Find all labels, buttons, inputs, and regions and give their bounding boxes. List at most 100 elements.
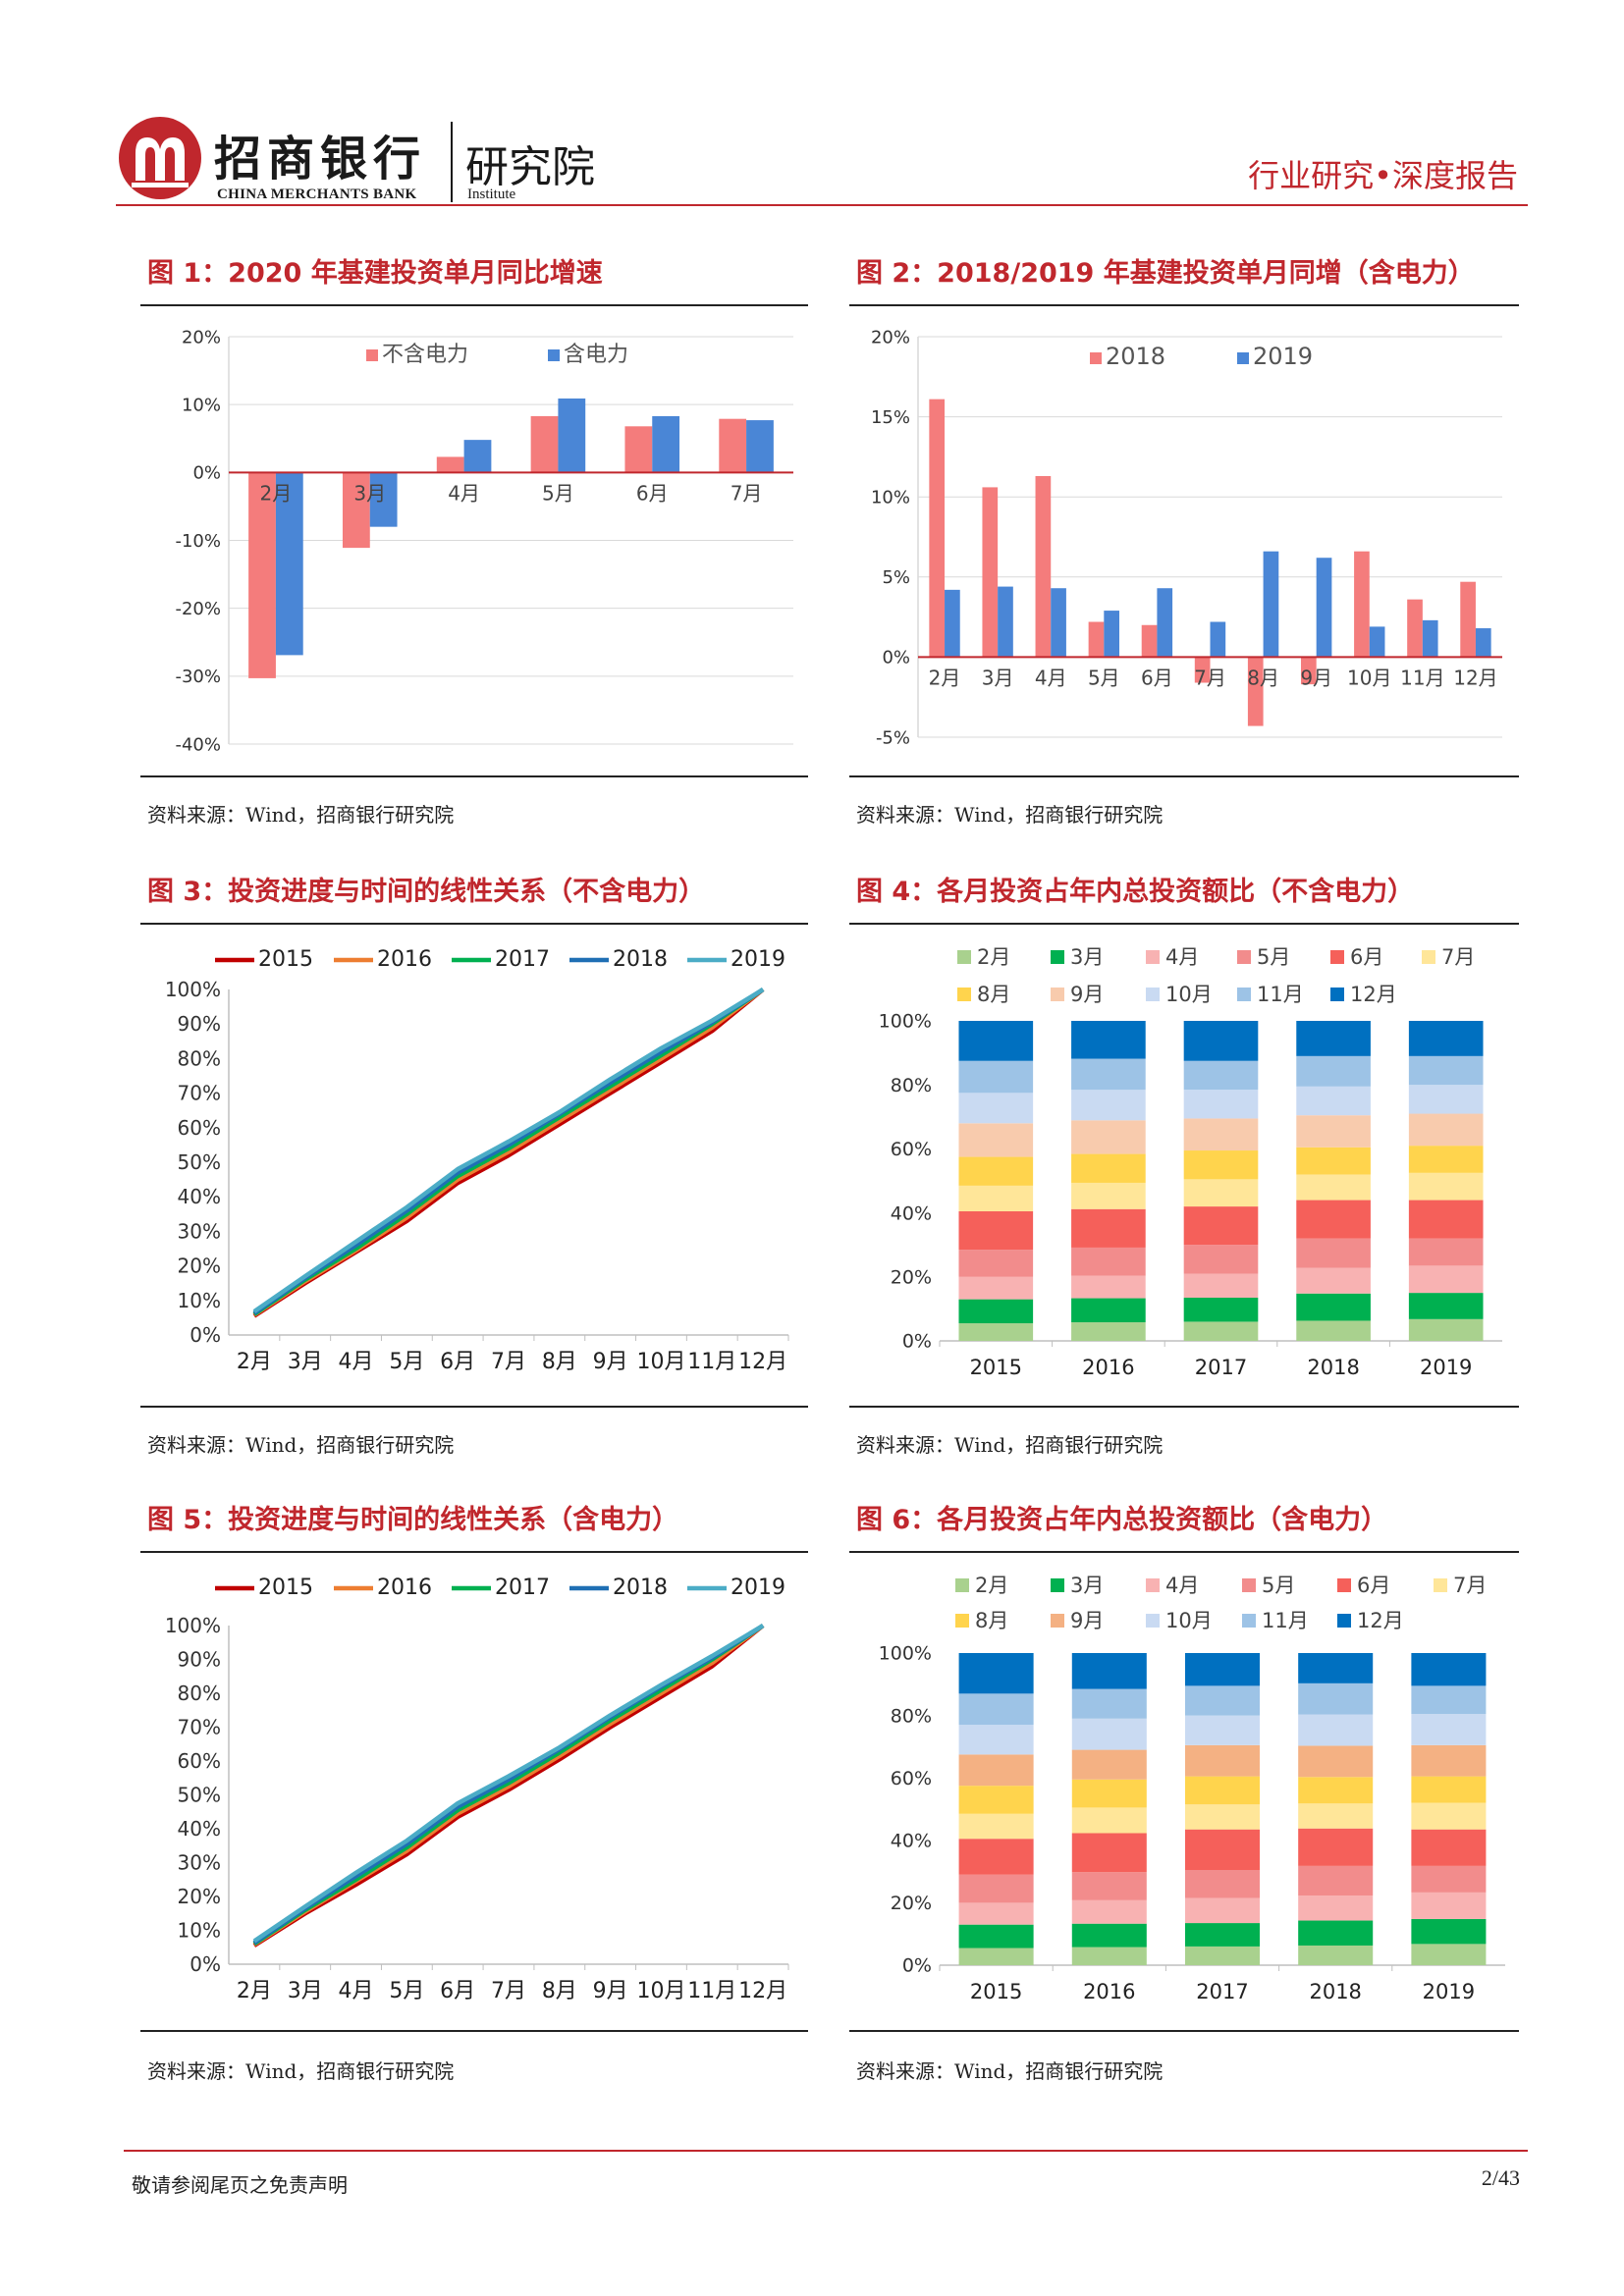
stack-segment-12月-2016 bbox=[1071, 1653, 1147, 1689]
y-tick-label: 80% bbox=[178, 1682, 221, 1705]
bar-含电力-7月 bbox=[746, 420, 774, 473]
stack-segment-5月-2017 bbox=[1184, 1870, 1261, 1898]
stack-segment-4月-2015 bbox=[958, 1902, 1034, 1925]
stack-segment-3月-2019 bbox=[1408, 1293, 1484, 1319]
figure-6-source: 资料来源：Wind，招商银行研究院 bbox=[856, 2059, 1164, 2083]
stack-segment-3月-2015 bbox=[958, 1299, 1034, 1324]
y-tick-label: 10% bbox=[871, 488, 910, 508]
legend-label: 6月 bbox=[1350, 945, 1383, 969]
stack-segment-12月-2018 bbox=[1296, 1021, 1371, 1056]
figure-2-bottom-rule bbox=[849, 775, 1519, 777]
footer-rule bbox=[124, 2150, 1528, 2152]
bar-2018-12月 bbox=[1460, 581, 1476, 658]
x-tick-label: 3月 bbox=[353, 481, 386, 505]
legend-swatch-4月 bbox=[1146, 1578, 1160, 1592]
legend-label: 5月 bbox=[1257, 945, 1290, 969]
figure-1-title: 图 1：2020 年基建投资单月同比增速 bbox=[147, 258, 603, 289]
stack-segment-5月-2018 bbox=[1296, 1238, 1371, 1268]
y-tick-label: 40% bbox=[178, 1817, 221, 1841]
legend-swatch-3月 bbox=[1051, 950, 1064, 964]
stack-segment-2月-2017 bbox=[1184, 1946, 1261, 1965]
institute-name: 研究院 bbox=[465, 142, 595, 192]
stack-segment-7月-2017 bbox=[1184, 1804, 1261, 1830]
stack-segment-5月-2017 bbox=[1183, 1245, 1259, 1274]
legend-swatch-4月 bbox=[1146, 950, 1160, 964]
y-tick-label: -5% bbox=[876, 727, 910, 748]
chart-6-stacked-bar: 100% 80% 60% 40% 20% 0% 2015 2016 2017 2018 2019 2月… bbox=[879, 1574, 1505, 2003]
legend-swatch-10月 bbox=[1146, 1614, 1160, 1628]
stack-segment-4月-2017 bbox=[1183, 1273, 1259, 1298]
stack-segment-7月-2015 bbox=[958, 1185, 1034, 1211]
x-tick-label: 5月 bbox=[389, 1979, 424, 2003]
bar-2019-12月 bbox=[1475, 628, 1491, 658]
figure-5-top-rule bbox=[140, 1551, 808, 1553]
x-tick-label: 2017 bbox=[1195, 1356, 1247, 1379]
legend-swatch-9月 bbox=[1051, 1614, 1064, 1628]
x-tick-label: 3月 bbox=[288, 1350, 323, 1374]
y-tick-label: 20% bbox=[178, 1885, 221, 1908]
y-tick-label: 5% bbox=[882, 567, 910, 588]
figure-2-source: 资料来源：Wind，招商银行研究院 bbox=[856, 803, 1164, 827]
figure-2-title: 图 2：2018/2019 年基建投资单月同增（含电力） bbox=[856, 258, 1475, 289]
series-line-2018 bbox=[252, 988, 765, 1315]
bar-不含电力-5月 bbox=[530, 415, 559, 473]
stack-segment-9月-2019 bbox=[1411, 1744, 1487, 1777]
stack-segment-10月-2016 bbox=[1071, 1718, 1147, 1750]
x-tick-label: 8月 bbox=[542, 1350, 577, 1374]
legend-swatch-5月 bbox=[1237, 950, 1251, 964]
stack-segment-4月-2016 bbox=[1071, 1275, 1146, 1299]
stack-segment-5月-2016 bbox=[1071, 1872, 1147, 1900]
x-tick-label: 8月 bbox=[542, 1979, 577, 2003]
legend-swatch-不含电力 bbox=[366, 349, 378, 361]
stack-segment-3月-2016 bbox=[1071, 1298, 1146, 1323]
stack-segment-4月-2018 bbox=[1296, 1267, 1371, 1294]
y-tick-label: -20% bbox=[175, 599, 221, 619]
stack-segment-6月-2018 bbox=[1298, 1828, 1374, 1866]
x-tick-label: 11月 bbox=[687, 1979, 736, 2003]
series-line-2017 bbox=[252, 988, 765, 1316]
stack-segment-8月-2018 bbox=[1296, 1147, 1371, 1175]
legend-label: 9月 bbox=[1070, 983, 1104, 1006]
legend-label: 5月 bbox=[1262, 1574, 1295, 1597]
stack-segment-9月-2015 bbox=[958, 1754, 1034, 1787]
figure-4-bottom-rule bbox=[849, 1406, 1519, 1408]
y-tick-label: 90% bbox=[178, 1648, 221, 1672]
legend-label: 2月 bbox=[975, 1574, 1008, 1597]
legend-swatch-8月 bbox=[957, 988, 971, 1001]
stack-segment-10月-2017 bbox=[1184, 1715, 1261, 1745]
legend-label: 9月 bbox=[1070, 1609, 1104, 1632]
y-tick-label: 100% bbox=[879, 1643, 932, 1665]
figure-1-top-rule bbox=[140, 304, 808, 306]
stack-segment-7月-2018 bbox=[1298, 1803, 1374, 1829]
legend-swatch-2018 bbox=[1090, 352, 1102, 364]
stack-segment-12月-2019 bbox=[1408, 1021, 1484, 1056]
stack-segment-5月-2018 bbox=[1298, 1865, 1374, 1896]
legend-swatch-9月 bbox=[1051, 988, 1064, 1001]
x-tick-label: 4月 bbox=[339, 1350, 374, 1374]
stack-segment-9月-2017 bbox=[1184, 1744, 1261, 1777]
bar-含电力-4月 bbox=[463, 440, 492, 473]
figure-4-top-rule bbox=[849, 923, 1519, 925]
x-tick-label: 6月 bbox=[440, 1979, 475, 2003]
stack-segment-4月-2018 bbox=[1298, 1896, 1374, 1921]
stack-segment-10月-2015 bbox=[958, 1093, 1034, 1124]
stack-segment-3月-2019 bbox=[1411, 1918, 1487, 1945]
stack-segment-7月-2019 bbox=[1408, 1172, 1484, 1201]
legend-label: 6月 bbox=[1357, 1574, 1390, 1597]
legend-swatch-2019 bbox=[1237, 352, 1249, 364]
stack-segment-7月-2016 bbox=[1071, 1807, 1147, 1834]
bar-不含电力-7月 bbox=[719, 418, 747, 473]
x-tick-label: 2月 bbox=[929, 666, 961, 689]
bar-2018-8月 bbox=[1247, 657, 1264, 726]
x-tick-label: 9月 bbox=[1300, 666, 1332, 689]
y-tick-label: 60% bbox=[891, 1139, 932, 1160]
legend-label: 10月 bbox=[1165, 1609, 1213, 1632]
bar-2019-4月 bbox=[1051, 588, 1066, 658]
legend-label: 2018 bbox=[613, 947, 668, 972]
x-tick-label: 7月 bbox=[731, 481, 763, 505]
x-tick-label: 10月 bbox=[636, 1979, 685, 2003]
x-tick-label: 2018 bbox=[1307, 1356, 1359, 1379]
figure-6-top-rule bbox=[849, 1551, 1519, 1553]
x-tick-label: 2015 bbox=[970, 1356, 1022, 1379]
stack-segment-10月-2018 bbox=[1296, 1086, 1371, 1116]
